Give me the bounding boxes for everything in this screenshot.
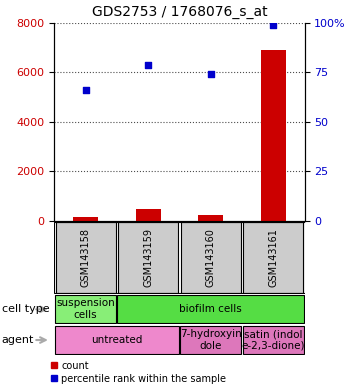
Bar [181, 222, 241, 293]
Text: GSM143159: GSM143159 [143, 228, 153, 287]
Text: biofilm cells: biofilm cells [179, 304, 242, 314]
Bar [56, 222, 116, 293]
Text: agent: agent [2, 335, 34, 345]
Text: GSM143160: GSM143160 [206, 228, 216, 287]
Bar [198, 215, 223, 221]
Bar [73, 217, 98, 221]
Text: GSM143161: GSM143161 [268, 228, 278, 287]
Title: GDS2753 / 1768076_s_at: GDS2753 / 1768076_s_at [92, 5, 267, 19]
Text: untreated: untreated [91, 335, 142, 345]
Point [271, 22, 276, 28]
Text: 7-hydroxyin
dole: 7-hydroxyin dole [180, 329, 242, 351]
Bar [118, 222, 178, 293]
Bar [261, 50, 286, 221]
Bar [243, 222, 303, 293]
Point [145, 61, 151, 68]
Bar [55, 326, 179, 354]
Point [208, 71, 213, 78]
Bar [243, 326, 304, 354]
Text: suspension
cells: suspension cells [56, 298, 115, 320]
Bar [180, 326, 241, 354]
Text: satin (indol
e-2,3-dione): satin (indol e-2,3-dione) [241, 329, 305, 351]
Bar [135, 209, 161, 221]
Bar [118, 295, 304, 323]
Text: cell type: cell type [2, 304, 49, 314]
Point [83, 87, 88, 93]
Text: GSM143158: GSM143158 [80, 228, 91, 287]
Legend: count, percentile rank within the sample: count, percentile rank within the sample [50, 361, 226, 384]
Bar [55, 295, 116, 323]
